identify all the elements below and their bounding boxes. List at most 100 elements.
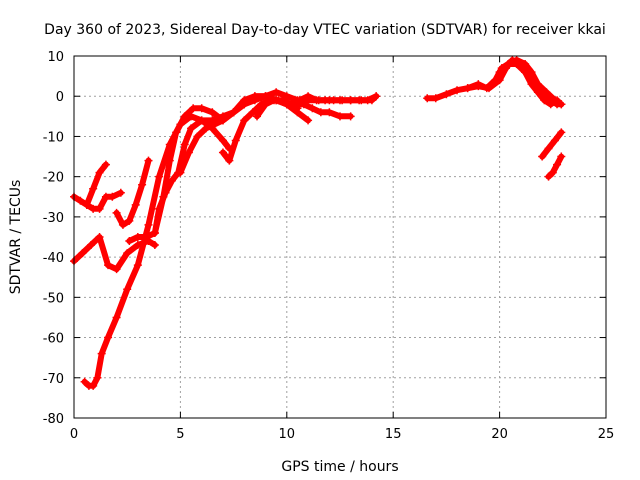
data-point (118, 220, 127, 229)
data-point (495, 68, 504, 77)
data-point (521, 68, 530, 77)
data-point (325, 108, 334, 117)
data-point (197, 104, 206, 113)
data-point (150, 228, 159, 237)
data-point (501, 64, 510, 73)
data-point (161, 188, 170, 197)
data-point (540, 96, 549, 105)
y-tick-label: -80 (43, 412, 64, 427)
data-point (442, 90, 451, 99)
data-point (76, 196, 85, 205)
series-arc-4 (82, 188, 125, 213)
data-point (87, 241, 96, 250)
data-point (329, 96, 338, 105)
data-point (189, 104, 198, 113)
data-point (304, 116, 313, 125)
series-layer (70, 56, 566, 390)
data-point (123, 285, 132, 294)
y-tick-label: 0 (56, 90, 64, 105)
data-point (218, 116, 227, 125)
data-point (363, 96, 372, 105)
data-point (431, 94, 440, 103)
data-point (180, 140, 189, 149)
data-point (482, 84, 491, 93)
data-point (155, 172, 164, 181)
x-tick-label: 0 (70, 427, 78, 442)
data-point (208, 108, 217, 117)
y-tick-label: -40 (43, 251, 64, 266)
data-point (312, 96, 321, 105)
data-point (346, 96, 355, 105)
data-point (557, 128, 566, 137)
data-point (180, 112, 189, 121)
data-point (144, 156, 153, 165)
series-arc-1 (80, 92, 302, 390)
grid-layer (74, 56, 606, 418)
plot-frame (73, 55, 607, 419)
series-arc-5 (112, 156, 153, 229)
x-tick-label: 15 (385, 427, 402, 442)
data-point (95, 204, 104, 213)
data-point (93, 373, 102, 382)
data-point (229, 108, 238, 117)
data-point (95, 168, 104, 177)
data-point (225, 156, 234, 165)
data-point (210, 120, 219, 129)
data-point (270, 96, 279, 105)
data-point (546, 100, 555, 109)
data-point (78, 249, 87, 258)
data-point (144, 220, 153, 229)
data-point (133, 261, 142, 270)
data-point (557, 152, 566, 161)
data-point (104, 261, 113, 270)
data-point (131, 200, 140, 209)
data-point (550, 136, 559, 145)
x-tick-label: 5 (176, 427, 184, 442)
x-tick-label: 20 (491, 427, 508, 442)
y-tick-label: 10 (47, 50, 64, 65)
series-arc-15 (544, 152, 566, 181)
y-tick-label: -30 (43, 211, 64, 226)
data-point (544, 172, 553, 181)
data-point (133, 241, 142, 250)
data-point (125, 216, 134, 225)
data-point (97, 349, 106, 358)
y-tick-label: -60 (43, 332, 64, 347)
data-point (125, 237, 134, 246)
data-point (123, 249, 132, 258)
data-point (218, 136, 227, 145)
data-point (184, 148, 193, 157)
data-point (116, 188, 125, 197)
data-point (231, 136, 240, 145)
data-point (553, 96, 562, 105)
data-point (155, 204, 164, 213)
data-point (278, 96, 287, 105)
data-point (138, 180, 147, 189)
data-point (287, 100, 296, 109)
data-point (544, 144, 553, 153)
series-line (545, 153, 565, 180)
data-point (89, 381, 98, 390)
data-point (165, 156, 174, 165)
data-point (538, 152, 547, 161)
data-point (104, 333, 113, 342)
x-tick-label: 10 (279, 427, 296, 442)
data-point (172, 128, 181, 137)
data-point (491, 76, 500, 85)
series-line (539, 129, 565, 160)
data-point (108, 192, 117, 201)
series-line (81, 93, 301, 389)
data-point (463, 84, 472, 93)
data-point (80, 377, 89, 386)
y-tick-label: -50 (43, 291, 64, 306)
data-point (272, 88, 281, 97)
data-point (82, 200, 91, 209)
series-line (113, 157, 152, 228)
data-point (423, 94, 432, 103)
x-axis-title: GPS time / hours (281, 459, 398, 475)
series-arc-10 (253, 92, 381, 121)
data-point (112, 313, 121, 322)
data-point (250, 96, 259, 105)
data-point (240, 100, 249, 109)
